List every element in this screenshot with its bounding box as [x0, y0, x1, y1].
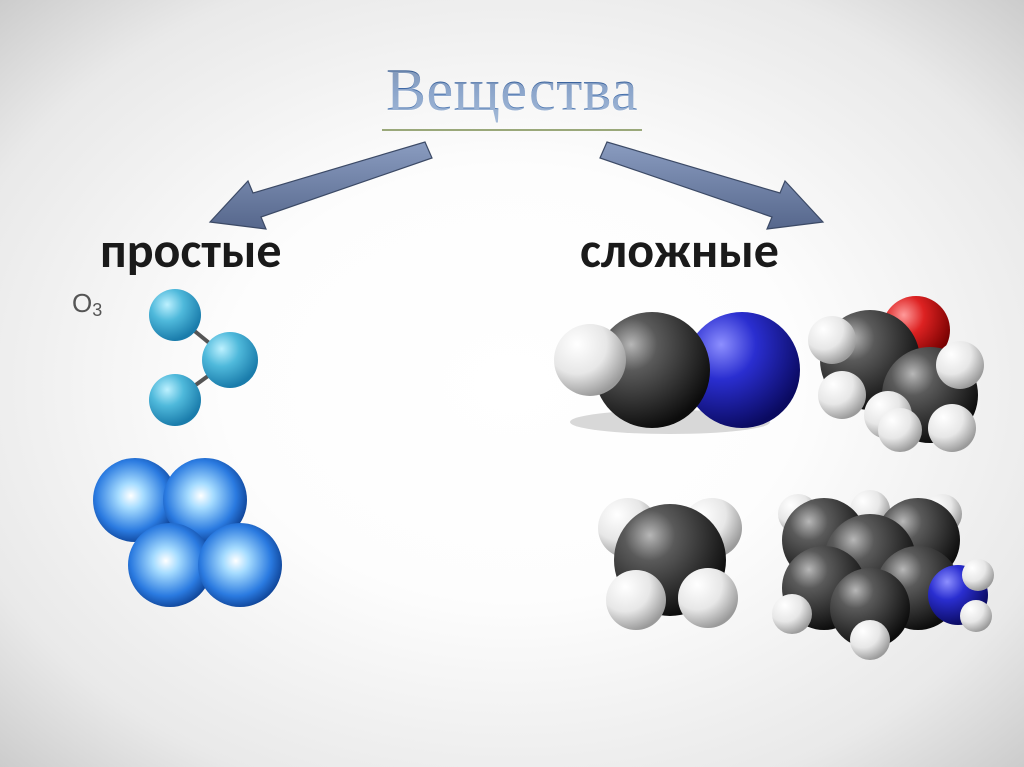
molecule-aniline: [0, 0, 1024, 767]
